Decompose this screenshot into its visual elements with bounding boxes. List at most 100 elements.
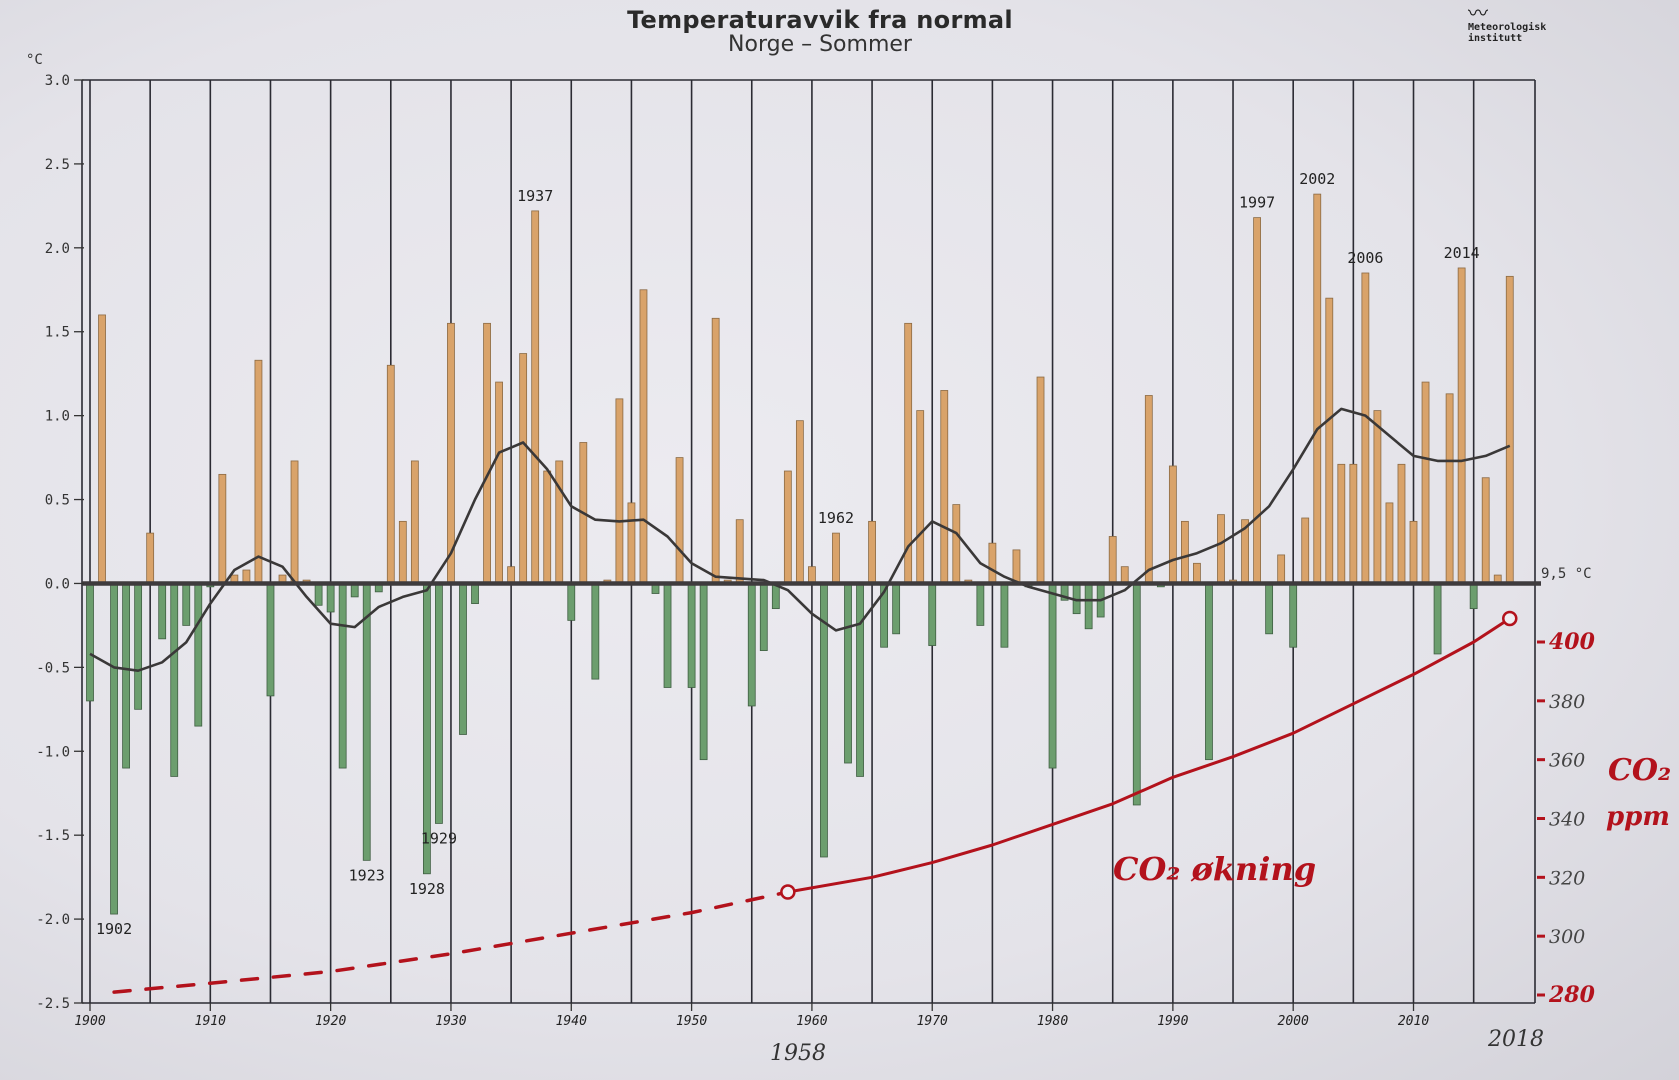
bar-1936: [519, 353, 528, 584]
bar-1964: [856, 583, 864, 777]
bar-2003: [1325, 297, 1334, 584]
bar-1920: [326, 583, 335, 613]
bar-2005: [1349, 463, 1358, 584]
smoothed-curve: [89, 407, 1511, 672]
bar-2013: [1445, 393, 1454, 584]
y-tick-label: 1.5: [45, 325, 70, 341]
bar-1979: [1036, 376, 1045, 584]
co2-tick-label: 360: [1549, 750, 1585, 772]
y-tick-label: 1.0: [45, 409, 70, 425]
bar-1962: [832, 532, 840, 584]
co2-estimated-dashed-line: [112, 890, 790, 994]
y-tick-label: -2.0: [36, 912, 70, 928]
annotation-1928: 1928: [409, 880, 445, 898]
bar-1992: [1193, 562, 1201, 584]
bar-1997: [1253, 217, 1261, 584]
bar-1907: [170, 583, 179, 777]
bar-1906: [158, 583, 167, 640]
bar-1932: [471, 583, 479, 604]
bar-1915: [266, 583, 275, 697]
bar-1948: [663, 583, 672, 688]
bar-2015: [1469, 583, 1478, 610]
bar-1937: [531, 210, 540, 584]
co2-increase-label: CO₂ økning: [1113, 850, 1316, 888]
co2-tick-label: 280: [1548, 982, 1596, 1008]
bar-2002: [1313, 193, 1322, 584]
bar-1908: [182, 583, 191, 626]
annotation-1929: 1929: [421, 829, 457, 847]
annotation-1923: 1923: [349, 866, 385, 884]
bar-1939: [555, 460, 564, 584]
bar-2004: [1337, 463, 1346, 584]
bar-1971: [940, 390, 949, 584]
bar-2016: [1481, 477, 1490, 584]
smoothed-curve-group: [89, 407, 1511, 672]
bar-1990: [1168, 465, 1177, 584]
baseline-label: 9,5 °C: [1541, 566, 1592, 582]
bar-1967: [892, 583, 901, 635]
bar-2009: [1397, 463, 1406, 584]
bar-1975: [988, 542, 997, 584]
bar-1935: [507, 566, 516, 584]
bar-1969: [916, 410, 925, 584]
y-tick-label: 0.0: [45, 576, 70, 592]
bar-1983: [1084, 583, 1093, 630]
x-tick-label: 1960: [796, 1014, 827, 1029]
logo-line-2: institutt: [1468, 33, 1523, 44]
annotation-2014: 2014: [1444, 244, 1480, 262]
x-tick-label: 1950: [676, 1014, 707, 1029]
y-tick-label: -2.5: [36, 996, 70, 1012]
x-tick-label: 1920: [315, 1014, 346, 1029]
bar-1929: [435, 583, 443, 824]
bar-1940: [567, 583, 576, 621]
y-axis-unit-label: °C: [26, 52, 43, 68]
axes: 3.0 2.5 2.0 1.5 1.0 0.5 0.0 -0.5 -1.0 -1.5 -2.0 -2.…: [36, 73, 1541, 1029]
bar-1970: [928, 583, 937, 646]
y-tick-label: 2.5: [45, 157, 70, 173]
co2-tick-label: 380: [1549, 691, 1585, 713]
bar-1977: [1012, 549, 1021, 584]
x-tick-label: 2010: [1398, 1014, 1429, 1029]
co2-tick-label: 300: [1549, 926, 1585, 948]
x-tick-label: 1970: [917, 1014, 948, 1029]
bar-1914: [254, 359, 263, 584]
bar-1905: [146, 532, 155, 584]
bar-2007: [1373, 410, 1382, 584]
bar-1900: [86, 583, 94, 702]
bar-1976: [1000, 583, 1009, 648]
bar-1925: [386, 364, 395, 584]
bar-1901: [98, 314, 106, 584]
annotation-2002: 2002: [1299, 170, 1335, 188]
annotation-1997: 1997: [1239, 194, 1275, 212]
x-tick-label: 1910: [195, 1014, 226, 1029]
bar-1944: [615, 398, 624, 584]
bar-1980: [1048, 583, 1057, 769]
y-tick-label: -1.0: [36, 744, 70, 760]
co2-measured-line: [787, 617, 1511, 894]
logo-line-1: Meteorologisk: [1468, 22, 1547, 33]
x-tick-label: 1930: [435, 1014, 466, 1029]
bar-1911: [218, 473, 227, 584]
bar-1950: [687, 583, 696, 688]
bar-1903: [122, 583, 130, 769]
bar-2006: [1361, 272, 1370, 584]
co2-axis-title: CO₂: [1608, 753, 1671, 788]
co2-tick-label: 320: [1549, 867, 1585, 889]
co2-marker-1958: [780, 884, 796, 900]
bar-1946: [639, 289, 648, 584]
bar-2001: [1301, 517, 1310, 584]
bar-1988: [1144, 395, 1153, 584]
bar-1921: [338, 583, 347, 769]
bar-2008: [1385, 502, 1394, 584]
bar-1954: [735, 519, 744, 584]
bar-1974: [976, 583, 985, 626]
bar-1994: [1217, 514, 1225, 584]
annotation-1962: 1962: [818, 509, 854, 527]
y-tick-label: -0.5: [36, 660, 70, 676]
bar-1904: [134, 583, 143, 710]
met-institute-logo: 〰 Meteorologisk institutt: [1468, 3, 1547, 44]
x-tick-label: 1980: [1037, 1014, 1068, 1029]
annotation-2006: 2006: [1347, 249, 1383, 267]
bar-1938: [543, 470, 552, 584]
bar-1949: [675, 457, 684, 584]
